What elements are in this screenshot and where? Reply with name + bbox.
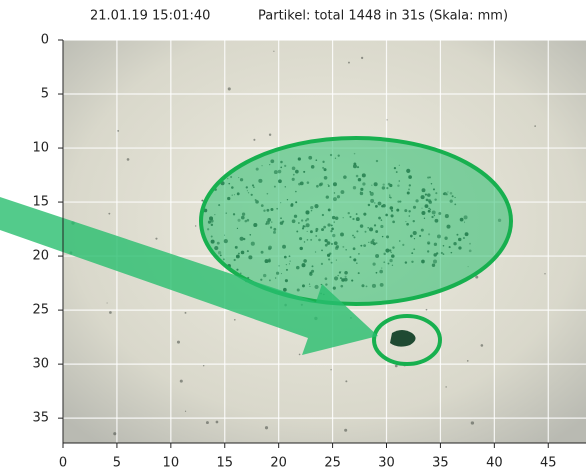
particle [348, 62, 350, 64]
particle [269, 134, 271, 136]
particle [386, 119, 387, 120]
chart: 21.01.19 15:01:40 Partikel: total 1448 i… [0, 0, 586, 473]
particle [330, 369, 331, 370]
particle [467, 360, 469, 362]
x-tick-label: 30 [378, 456, 395, 471]
particle [426, 309, 428, 311]
y-tick-label: 10 [32, 141, 49, 156]
particle [127, 158, 130, 161]
page: 21.01.19 15:01:40 Partikel: total 1448 i… [0, 0, 586, 473]
particle [185, 411, 186, 412]
particle [273, 51, 274, 52]
x-tick-label: 25 [324, 456, 341, 471]
particle [361, 57, 363, 59]
particle [253, 139, 255, 141]
particle [107, 302, 108, 303]
particle [445, 386, 446, 387]
particle [201, 200, 203, 202]
particle [109, 311, 112, 314]
particle [265, 426, 268, 429]
particle [195, 225, 196, 226]
x-tick-label: 35 [432, 456, 449, 471]
x-tick-label: 10 [163, 456, 180, 471]
y-tick-label: 5 [41, 87, 49, 102]
particle [345, 380, 347, 382]
x-tick-label: 20 [270, 456, 287, 471]
particle [228, 87, 231, 90]
particle [216, 421, 219, 424]
x-tick-label: 45 [540, 456, 557, 471]
y-tick-label: 20 [32, 249, 49, 264]
particle [203, 365, 204, 366]
particle [481, 344, 484, 347]
particle [117, 130, 119, 132]
particle [299, 354, 301, 356]
particle [206, 421, 209, 424]
x-tick-label: 40 [486, 456, 503, 471]
particle [344, 429, 347, 432]
y-tick-label: 25 [32, 303, 49, 318]
y-tick-label: 35 [32, 411, 49, 426]
y-tick-label: 30 [32, 357, 49, 372]
particle [180, 380, 183, 383]
particle [185, 312, 187, 314]
particle [155, 238, 157, 240]
particle [108, 213, 110, 215]
particle [177, 341, 180, 344]
particle [534, 125, 536, 127]
particle [544, 273, 545, 274]
x-tick-label: 0 [59, 456, 67, 471]
y-tick-label: 0 [41, 33, 49, 48]
particle [113, 432, 116, 435]
subtitle: Partikel: total 1448 in 31s (Skala: mm) [258, 9, 508, 24]
highlight-ellipse [201, 138, 511, 304]
title: 21.01.19 15:01:40 [90, 9, 210, 24]
x-tick-label: 5 [113, 456, 121, 471]
x-tick-label: 15 [216, 456, 233, 471]
particle [234, 319, 236, 321]
particle [471, 421, 474, 424]
y-tick-label: 15 [32, 195, 49, 210]
